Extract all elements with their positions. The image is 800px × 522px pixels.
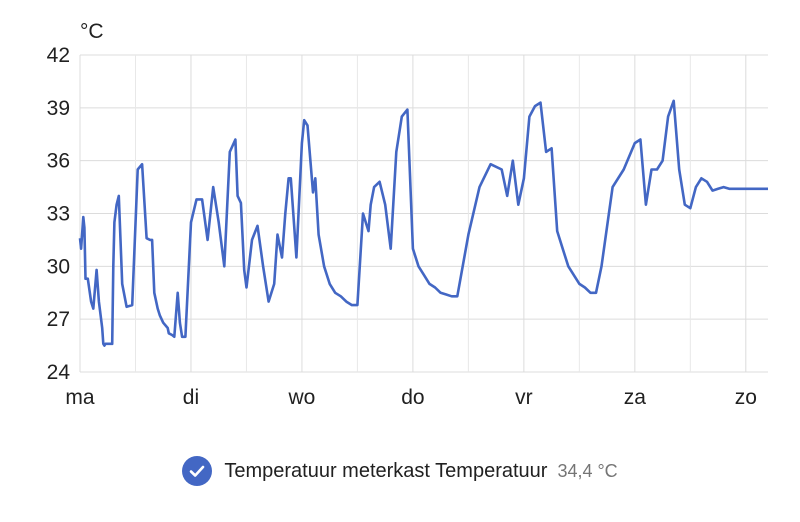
x-tick-label: vr [515,386,533,409]
y-tick-label: 36 [47,150,70,173]
y-axis-ticks: 24 27 30 33 36 39 42 [47,44,71,384]
y-tick-label: 33 [47,203,70,226]
y-tick-label: 27 [47,308,70,331]
series-line-temperature [78,99,768,347]
y-axis-unit-label: °C [80,20,104,43]
chart-legend: Temperatuur meterkast Temperatuur 34,4 °… [0,456,800,486]
x-tick-label: zo [735,386,757,409]
x-tick-label: do [401,386,424,409]
series-lines [78,99,768,347]
y-tick-label: 24 [47,361,71,384]
legend-current-value: 34,4 °C [557,460,618,481]
y-tick-label: 42 [47,44,70,67]
x-tick-label: di [183,386,199,409]
x-tick-label: ma [65,386,94,409]
legend-checkbox[interactable] [182,456,213,486]
legend-series-name[interactable]: Temperatuur meterkast Temperatuur [224,459,548,482]
x-tick-label: wo [288,386,316,409]
temperature-chart: °C 24 27 30 33 36 39 42 ma di wo do vr za zo [47,20,768,409]
x-axis-ticks: ma di wo do vr za zo [65,386,756,409]
chart-grid [79,54,768,373]
checkmark-icon [190,465,205,477]
x-tick-label: za [624,386,647,409]
y-tick-label: 30 [47,255,70,278]
y-tick-label: 39 [47,97,70,120]
